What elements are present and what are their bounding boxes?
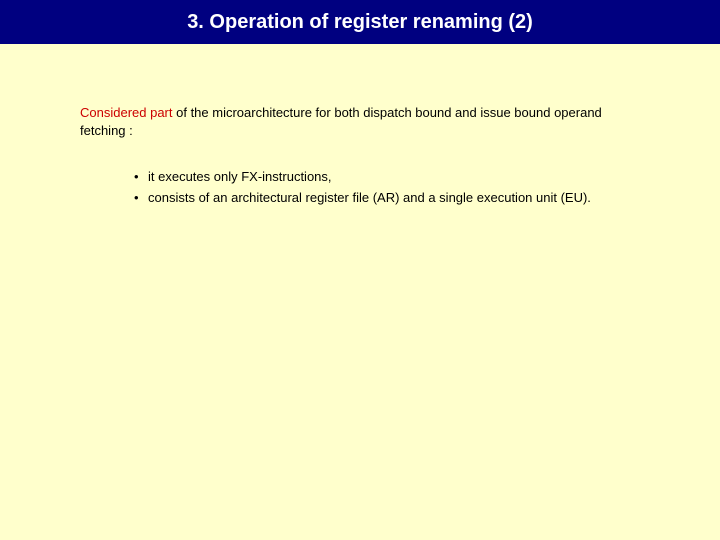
bullet-text: it executes only FX-instructions, <box>148 168 640 186</box>
bullet-text: consists of an architectural register fi… <box>148 189 640 207</box>
slide-title: 3. Operation of register renaming (2) <box>187 11 533 34</box>
slide-title-bar: 3. Operation of register renaming (2) <box>0 0 720 44</box>
bullet-icon: • <box>134 168 148 186</box>
bullet-icon: • <box>134 189 148 207</box>
slide-body: Considered part of the microarchitecture… <box>0 44 720 207</box>
list-item: • consists of an architectural register … <box>134 189 640 207</box>
list-item: • it executes only FX-instructions, <box>134 168 640 186</box>
intro-highlight: Considered part <box>80 105 173 120</box>
bullet-list: • it executes only FX-instructions, • co… <box>80 168 640 206</box>
intro-paragraph: Considered part of the microarchitecture… <box>80 104 640 140</box>
